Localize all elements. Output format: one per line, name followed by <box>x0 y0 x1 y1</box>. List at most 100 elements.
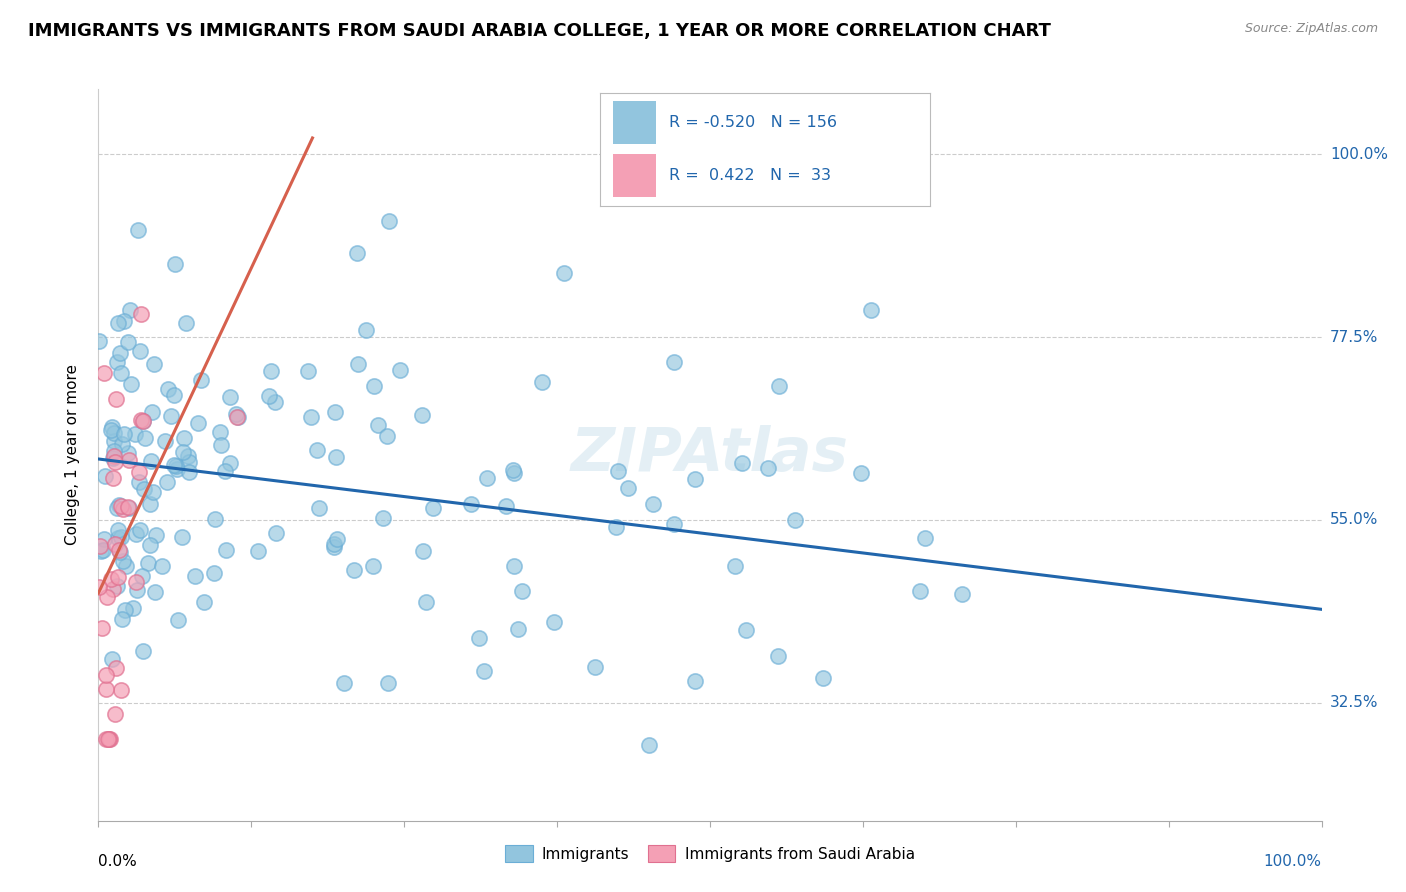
Bar <box>613 154 657 197</box>
Point <box>143 357 166 371</box>
Text: 0.0%: 0.0% <box>98 854 138 869</box>
Point <box>638 738 661 752</box>
Text: 55.0%: 55.0% <box>1330 512 1378 527</box>
Point <box>93 532 115 546</box>
Point <box>103 434 125 448</box>
Text: ZIPAtlas: ZIPAtlas <box>571 425 849 484</box>
Point <box>98 732 121 747</box>
Point <box>129 413 152 427</box>
Point <box>87 334 110 349</box>
Point <box>101 451 124 466</box>
Point <box>115 558 138 573</box>
Point <box>110 545 132 559</box>
Point <box>141 484 163 499</box>
Point <box>120 376 142 391</box>
Point <box>96 590 118 604</box>
Point <box>177 450 200 464</box>
Point <box>124 426 146 441</box>
Point <box>187 416 209 430</box>
Point <box>127 223 149 237</box>
Point <box>117 500 139 515</box>
Point <box>150 558 173 573</box>
Point <box>134 431 156 445</box>
Point <box>617 481 640 495</box>
Point <box>132 482 155 496</box>
Point <box>174 316 197 330</box>
Point <box>531 376 554 390</box>
Text: 32.5%: 32.5% <box>1330 695 1378 710</box>
Point <box>108 542 131 557</box>
Y-axis label: College, 1 year or more: College, 1 year or more <box>65 365 80 545</box>
Point <box>91 543 114 558</box>
Point <box>378 214 401 228</box>
Point <box>132 414 155 428</box>
Point <box>104 455 127 469</box>
Text: R =  0.422   N =  33: R = 0.422 N = 33 <box>669 168 831 183</box>
Point <box>685 472 707 486</box>
Point <box>114 603 136 617</box>
Point <box>377 676 399 690</box>
Point <box>100 573 122 587</box>
Point <box>128 475 150 489</box>
Point <box>908 583 931 598</box>
Point <box>122 601 145 615</box>
Point <box>214 464 236 478</box>
Point <box>105 355 128 369</box>
Point <box>208 425 231 439</box>
Point <box>110 499 132 513</box>
Point <box>323 540 346 554</box>
Point <box>94 682 117 697</box>
Point <box>111 437 134 451</box>
Point <box>101 420 124 434</box>
Point <box>179 465 201 479</box>
Point <box>145 528 167 542</box>
Point <box>811 671 834 685</box>
Point <box>506 623 529 637</box>
Point <box>172 445 194 459</box>
Point <box>307 442 329 457</box>
Text: 100.0%: 100.0% <box>1330 146 1388 161</box>
Point <box>131 569 153 583</box>
Point <box>783 513 806 527</box>
Point <box>411 409 433 423</box>
Point <box>354 323 377 337</box>
Legend: Immigrants, Immigrants from Saudi Arabia: Immigrants, Immigrants from Saudi Arabia <box>499 839 921 868</box>
Point <box>103 449 125 463</box>
Point <box>100 423 122 437</box>
Point <box>166 613 188 627</box>
Point <box>477 471 499 485</box>
Point <box>226 409 249 424</box>
Point <box>104 661 127 675</box>
Point <box>104 536 127 550</box>
Point <box>136 556 159 570</box>
Point <box>371 510 394 524</box>
Point <box>914 531 936 545</box>
Point <box>141 405 163 419</box>
Point <box>468 632 491 646</box>
Point <box>125 575 148 590</box>
Point <box>184 569 207 583</box>
Text: 100.0%: 100.0% <box>1264 854 1322 869</box>
Point <box>325 450 347 465</box>
Point <box>163 388 186 402</box>
Point <box>118 453 141 467</box>
Point <box>107 531 129 545</box>
Point <box>107 316 129 330</box>
Point <box>415 595 437 609</box>
Point <box>683 673 706 688</box>
Point <box>139 497 162 511</box>
Point <box>139 538 162 552</box>
Point <box>166 461 188 475</box>
Point <box>662 517 685 532</box>
Point <box>361 558 384 573</box>
Point <box>343 562 366 576</box>
Point <box>643 497 665 511</box>
Point <box>90 621 112 635</box>
Point <box>322 536 344 550</box>
Point <box>173 431 195 445</box>
Point <box>460 497 482 511</box>
Point <box>735 623 758 637</box>
Point <box>226 410 249 425</box>
Point <box>129 523 152 537</box>
Point <box>103 443 125 458</box>
